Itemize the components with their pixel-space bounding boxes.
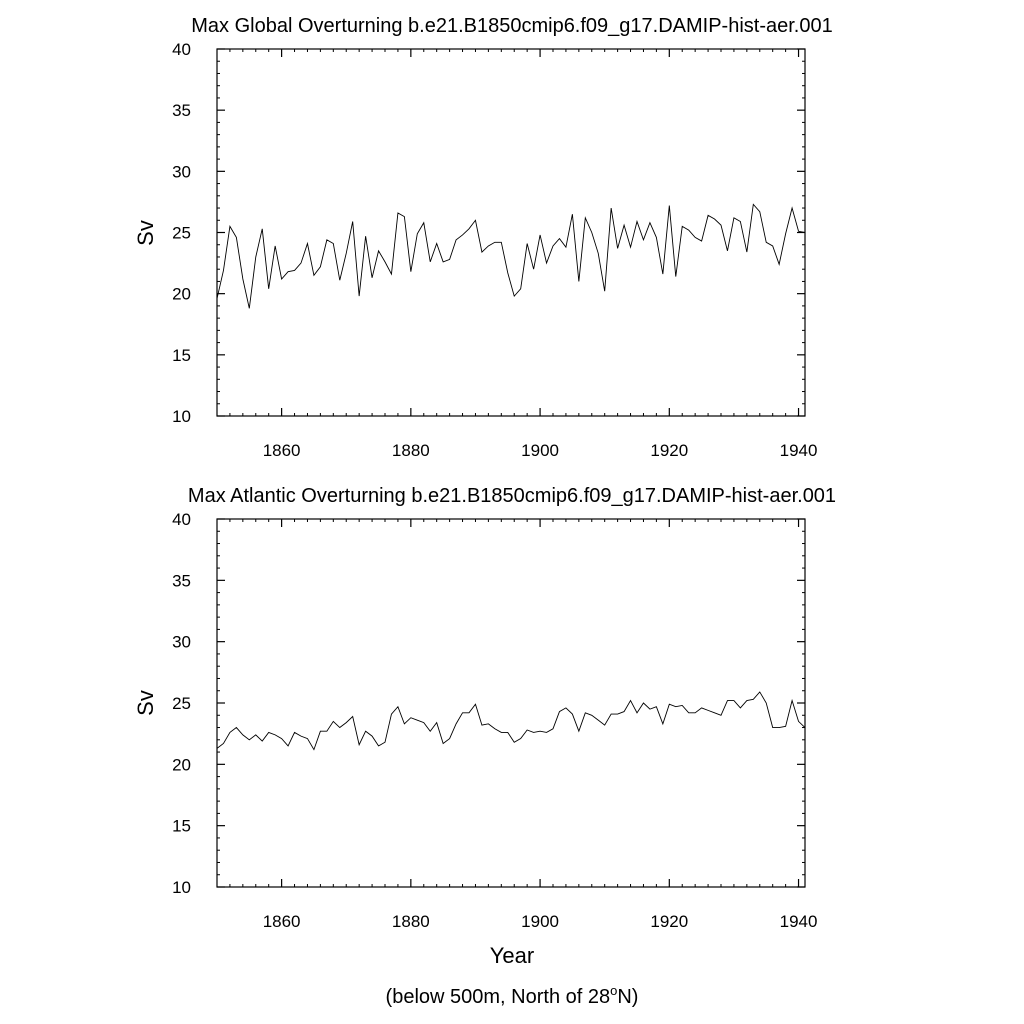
y-axis-label: Sv: [133, 690, 158, 716]
footnote: (below 500m, North of 28oN): [386, 983, 639, 1008]
x-tick-label: 1920: [650, 912, 688, 931]
y-tick-label: 15: [172, 346, 191, 365]
y-tick-label: 30: [172, 633, 191, 652]
plot-frame: [216, 48, 806, 417]
y-tick-label: 25: [172, 224, 191, 243]
x-tick-label: 1900: [521, 441, 559, 460]
x-tick-label: 1940: [780, 912, 818, 931]
panel-atlantic-overturning: Max Atlantic Overturning b.e21.B1850cmip…: [133, 485, 836, 968]
y-tick-label: 20: [172, 285, 191, 304]
y-tick-label: 40: [172, 510, 191, 529]
x-tick-label: 1860: [263, 912, 301, 931]
series-line: [216, 203, 806, 309]
y-tick-label: 15: [172, 817, 191, 836]
x-tick-label: 1920: [650, 441, 688, 460]
x-tick-label: 1880: [392, 912, 430, 931]
y-tick-label: 20: [172, 755, 191, 774]
y-tick-label: 10: [172, 878, 191, 897]
series-line: [216, 691, 806, 751]
x-tick-label: 1880: [392, 441, 430, 460]
y-tick-label: 40: [172, 40, 191, 59]
chart-title: Max Atlantic Overturning b.e21.B1850cmip…: [188, 485, 836, 507]
footnote-superscript: o: [610, 983, 617, 998]
y-tick-label: 10: [172, 407, 191, 426]
y-tick-label: 35: [172, 101, 191, 120]
x-tick-label: 1860: [263, 441, 301, 460]
x-tick-label: 1900: [521, 912, 559, 931]
footnote-suffix: N): [617, 986, 638, 1008]
chart-title: Max Global Overturning b.e21.B1850cmip6.…: [191, 15, 832, 37]
panel-global-overturning: Max Global Overturning b.e21.B1850cmip6.…: [133, 15, 833, 460]
y-tick-label: 25: [172, 694, 191, 713]
y-tick-label: 35: [172, 571, 191, 590]
y-axis-label: Sv: [133, 220, 158, 246]
footnote-prefix: (below 500m, North of 28: [386, 986, 611, 1008]
plot-frame: [216, 518, 806, 888]
x-axis-label: Year: [490, 943, 534, 968]
y-tick-label: 30: [172, 162, 191, 181]
x-tick-label: 1940: [780, 441, 818, 460]
